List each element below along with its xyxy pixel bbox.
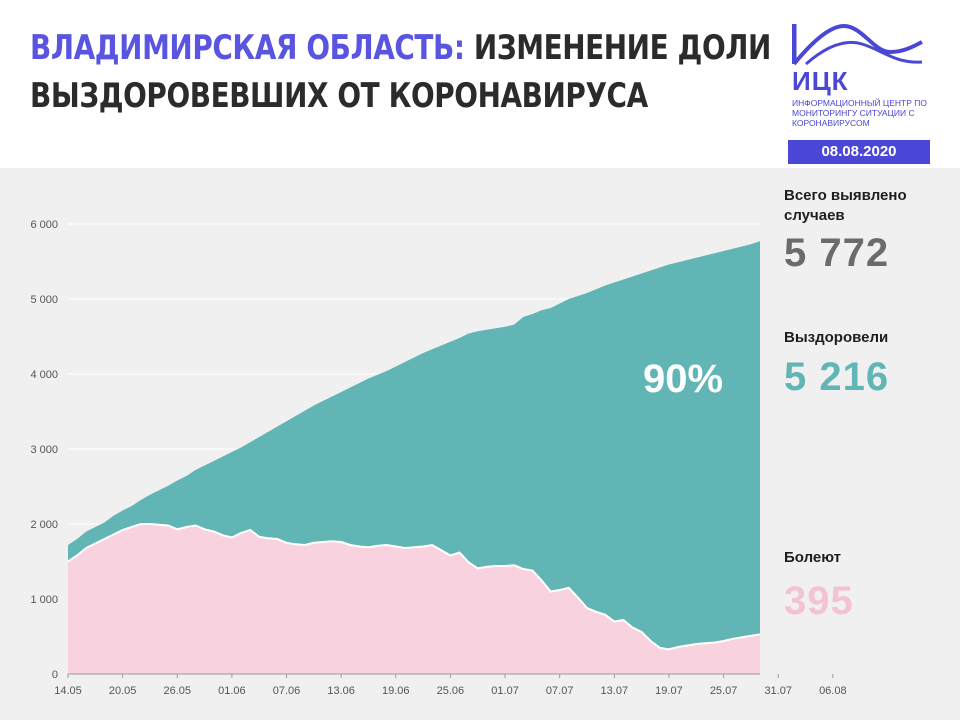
x-tick-label: 01.06	[218, 685, 246, 697]
series-sick-area	[68, 524, 760, 674]
recovered-label: Выздоровели	[784, 329, 889, 346]
percent-annotation: 90%	[643, 357, 723, 401]
y-tick-label: 1 000	[30, 594, 58, 606]
x-tick-label: 13.06	[327, 685, 355, 697]
sick-label: Болеют	[784, 549, 842, 566]
recovered-value: 5 216	[784, 355, 890, 399]
x-tick-label: 19.07	[655, 685, 683, 697]
y-tick-label: 4 000	[30, 369, 58, 381]
sick-value: 395	[784, 579, 854, 623]
logo-name: ИЦК	[792, 66, 849, 96]
page-title: ВЛАДИМИРСКАЯ ОБЛАСТЬ: ИЗМЕНЕНИЕ ДОЛИ ВЫЗ…	[30, 24, 771, 120]
x-tick-label: 26.05	[163, 685, 191, 697]
date-badge: 08.08.2020	[788, 140, 930, 164]
header: ВЛАДИМИРСКАЯ ОБЛАСТЬ: ИЗМЕНЕНИЕ ДОЛИ ВЫЗ…	[0, 0, 960, 168]
x-tick-label: 25.07	[710, 685, 738, 697]
series-sick-line	[67, 523, 761, 651]
x-tick-label: 19.06	[382, 685, 410, 697]
logo-subtitle: ИНФОРМАЦИОННЫЙ ЦЕНТР ПО МОНИТОРИНГУ СИТУ…	[792, 98, 927, 128]
title-line2: ВЫЗДОРОВЕВШИХ ОТ КОРОНАВИРУСА	[30, 76, 648, 116]
x-tick-label: 25.06	[437, 685, 465, 697]
x-tick-label: 14.05	[54, 685, 82, 697]
y-tick-label: 3 000	[30, 444, 58, 456]
y-tick-label: 5 000	[30, 294, 58, 306]
x-tick-label: 20.05	[109, 685, 137, 697]
title-region: ВЛАДИМИРСКАЯ ОБЛАСТЬ:	[30, 28, 465, 68]
x-tick-label: 07.06	[273, 685, 301, 697]
logo-mark-icon	[791, 23, 923, 66]
x-tick-label: 06.08	[819, 685, 847, 697]
total-label: Всего выявлено случаев	[784, 187, 907, 224]
title-rest: ИЗМЕНЕНИЕ ДОЛИ	[473, 28, 771, 68]
logo: ИЦК ИНФОРМАЦИОННЫЙ ЦЕНТР ПО МОНИТОРИНГУ …	[791, 22, 932, 128]
y-tick-label: 6 000	[30, 219, 58, 231]
x-tick-label: 13.07	[601, 685, 629, 697]
y-tick-label: 2 000	[30, 519, 58, 531]
total-value: 5 772	[784, 231, 890, 275]
y-tick-label: 0	[52, 669, 58, 681]
x-tick-label: 01.07	[491, 685, 519, 697]
x-tick-label: 31.07	[764, 685, 792, 697]
x-tick-label: 07.07	[546, 685, 574, 697]
